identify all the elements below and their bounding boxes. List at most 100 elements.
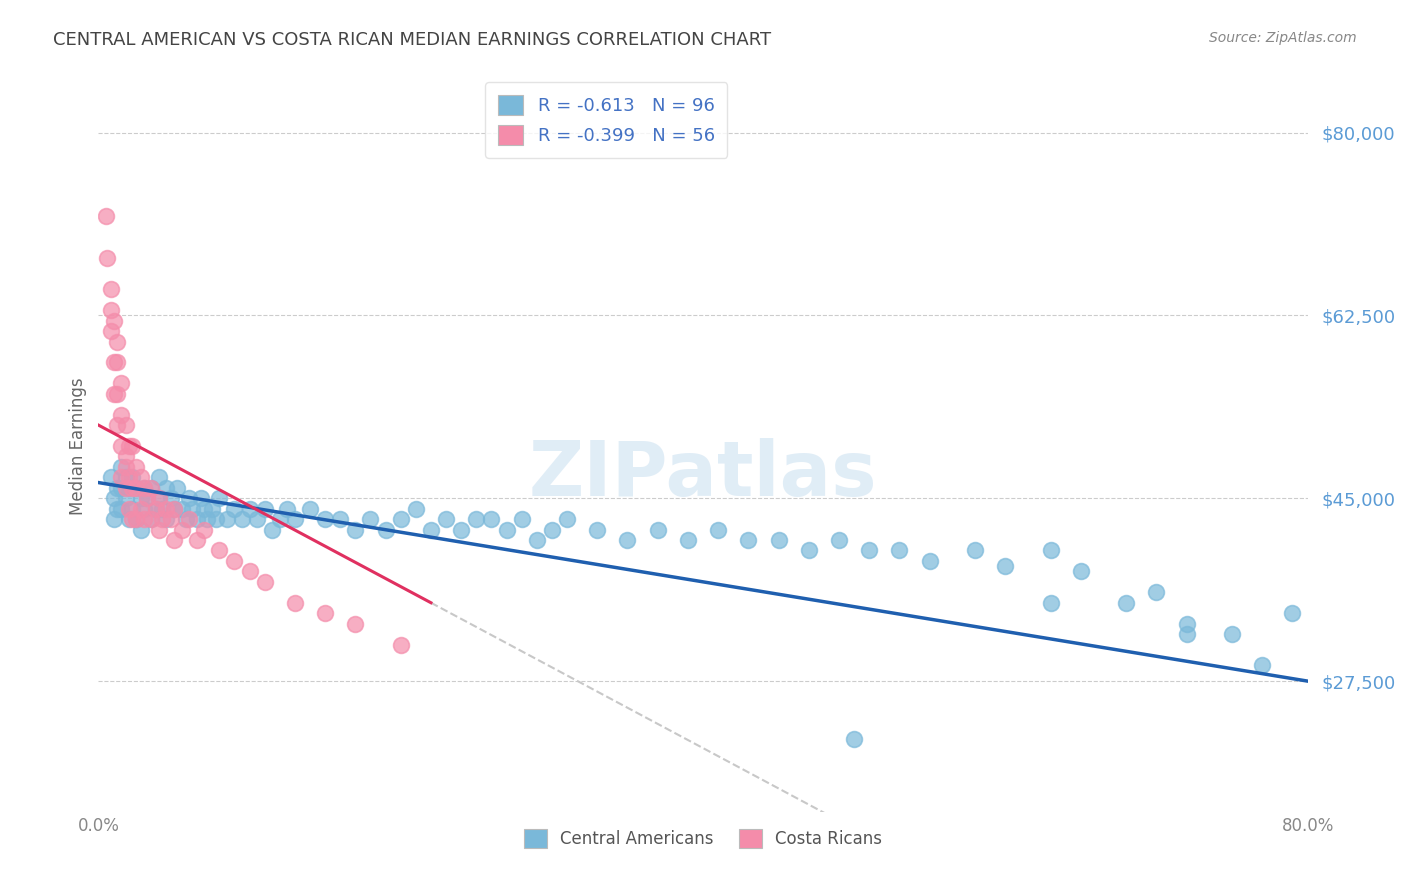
Point <box>1115 596 1137 610</box>
Point <box>170 501 193 516</box>
Point <box>129 501 152 516</box>
Point <box>420 523 443 537</box>
Point <box>103 355 125 369</box>
Point <box>100 324 122 338</box>
Point <box>495 523 517 537</box>
Point <box>103 313 125 327</box>
Point <box>148 523 170 537</box>
Point <box>828 533 851 547</box>
Point <box>110 470 132 484</box>
Point <box>374 523 396 537</box>
Point <box>105 501 128 516</box>
Point <box>114 481 136 495</box>
Point <box>1220 627 1243 641</box>
Point <box>114 470 136 484</box>
Point <box>186 512 208 526</box>
Point <box>797 543 820 558</box>
Point <box>160 491 183 506</box>
Point <box>510 512 533 526</box>
Point <box>586 523 609 537</box>
Point <box>195 512 218 526</box>
Point <box>314 606 336 620</box>
Point <box>163 533 186 547</box>
Point <box>110 481 132 495</box>
Point <box>299 501 322 516</box>
Point <box>1144 585 1167 599</box>
Point <box>193 501 215 516</box>
Point <box>121 512 143 526</box>
Text: Source: ZipAtlas.com: Source: ZipAtlas.com <box>1209 31 1357 45</box>
Point <box>148 470 170 484</box>
Point <box>110 439 132 453</box>
Point <box>707 523 730 537</box>
Point <box>215 512 238 526</box>
Point <box>155 512 177 526</box>
Point <box>94 209 117 223</box>
Point <box>768 533 790 547</box>
Point <box>276 501 298 516</box>
Point <box>284 512 307 526</box>
Point <box>179 491 201 506</box>
Point <box>150 512 173 526</box>
Point <box>148 491 170 506</box>
Point <box>246 512 269 526</box>
Point <box>179 512 201 526</box>
Point <box>103 386 125 401</box>
Point <box>676 533 699 547</box>
Point <box>181 501 204 516</box>
Point <box>110 459 132 474</box>
Point <box>148 491 170 506</box>
Point <box>344 523 367 537</box>
Point <box>103 512 125 526</box>
Point <box>858 543 880 558</box>
Point <box>132 481 155 495</box>
Point <box>141 481 163 495</box>
Point <box>118 470 141 484</box>
Point <box>205 512 228 526</box>
Point <box>737 533 759 547</box>
Point <box>145 501 167 516</box>
Point <box>121 439 143 453</box>
Text: ZIPatlas: ZIPatlas <box>529 438 877 512</box>
Point <box>253 501 276 516</box>
Point <box>118 439 141 453</box>
Point <box>965 543 987 558</box>
Point <box>224 554 246 568</box>
Point <box>105 334 128 349</box>
Point <box>103 491 125 506</box>
Point <box>110 501 132 516</box>
Point <box>170 523 193 537</box>
Point <box>110 376 132 391</box>
Point <box>125 481 148 495</box>
Point <box>145 501 167 516</box>
Point <box>163 501 186 516</box>
Point <box>994 559 1017 574</box>
Point <box>481 512 503 526</box>
Point <box>155 481 177 495</box>
Point <box>100 470 122 484</box>
Point <box>96 251 118 265</box>
Point <box>193 523 215 537</box>
Point <box>201 501 224 516</box>
Point <box>465 512 488 526</box>
Point <box>262 523 284 537</box>
Point <box>141 481 163 495</box>
Point <box>239 501 262 516</box>
Point <box>450 523 472 537</box>
Point <box>110 408 132 422</box>
Point <box>105 418 128 433</box>
Point <box>150 501 173 516</box>
Point <box>360 512 382 526</box>
Point <box>135 491 157 506</box>
Point <box>434 512 457 526</box>
Point <box>163 501 186 516</box>
Point <box>1175 616 1198 631</box>
Point <box>329 512 352 526</box>
Point <box>284 596 307 610</box>
Point <box>135 491 157 506</box>
Point <box>253 574 276 589</box>
Point <box>239 565 262 579</box>
Point <box>155 501 177 516</box>
Point <box>132 501 155 516</box>
Point <box>208 543 231 558</box>
